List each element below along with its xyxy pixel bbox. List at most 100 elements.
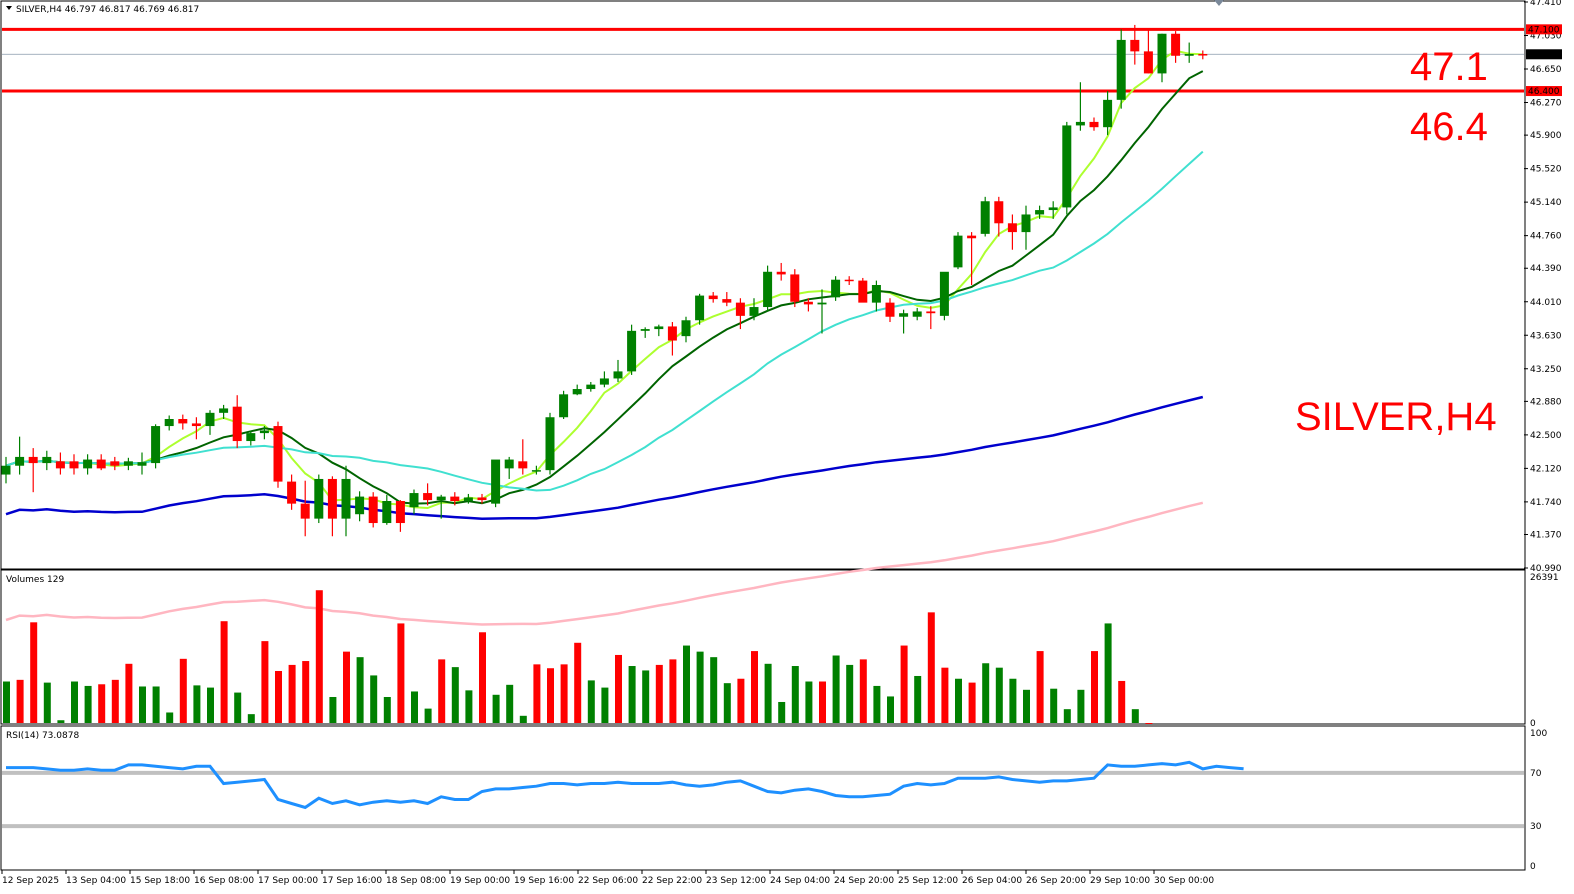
volume-bar[interactable] <box>914 675 922 723</box>
volume-bar[interactable] <box>1118 680 1126 723</box>
volume-bar[interactable] <box>887 696 894 723</box>
candle-body[interactable] <box>708 295 718 300</box>
candle-body[interactable] <box>980 201 990 234</box>
candle-body[interactable] <box>1007 223 1017 233</box>
volume-bar[interactable] <box>683 645 690 723</box>
candle-body[interactable] <box>355 496 365 515</box>
candle-body[interactable] <box>817 302 827 305</box>
candle-body[interactable] <box>763 271 773 308</box>
volume-bar[interactable] <box>696 651 704 723</box>
volume-bar[interactable] <box>519 715 527 723</box>
volume-bar[interactable] <box>1077 689 1085 723</box>
volume-bar[interactable] <box>370 675 378 723</box>
candle-body[interactable] <box>871 285 881 303</box>
volume-bar[interactable] <box>628 666 636 723</box>
candle-body[interactable] <box>341 478 351 519</box>
candle-body[interactable] <box>1184 54 1194 56</box>
volume-bar[interactable] <box>560 664 568 723</box>
candle-body[interactable] <box>205 412 215 427</box>
volume-bar[interactable] <box>1091 651 1098 723</box>
volume-bar[interactable] <box>43 682 51 723</box>
candle-body[interactable] <box>899 313 909 317</box>
volume-bar[interactable] <box>1145 723 1153 724</box>
candle-body[interactable] <box>994 201 1004 224</box>
candle-body[interactable] <box>531 470 541 472</box>
volume-bar[interactable] <box>152 686 160 723</box>
candle-body[interactable] <box>42 456 52 464</box>
candle-body[interactable] <box>110 461 120 466</box>
volume-bar[interactable] <box>982 663 990 723</box>
candle-body[interactable] <box>137 462 147 466</box>
candle-body[interactable] <box>423 493 433 501</box>
candle-body[interactable] <box>191 423 201 427</box>
volume-bar[interactable] <box>587 680 595 723</box>
volume-bar[interactable] <box>1023 689 1030 723</box>
volume-bar[interactable] <box>397 623 405 723</box>
volume-bar[interactable] <box>16 679 24 723</box>
volume-bar[interactable] <box>941 667 949 723</box>
scroll-marker-icon[interactable] <box>1214 0 1224 6</box>
candle-body[interactable] <box>409 493 419 508</box>
volume-bar[interactable] <box>315 590 323 723</box>
candle-body[interactable] <box>1075 121 1085 126</box>
candle-body[interactable] <box>314 478 324 519</box>
volume-bar[interactable] <box>601 687 609 723</box>
volume-bar[interactable] <box>533 664 541 723</box>
volume-bar[interactable] <box>751 651 758 723</box>
candle-body[interactable] <box>219 408 229 413</box>
candle-body[interactable] <box>151 426 161 464</box>
candle-body[interactable] <box>491 459 501 504</box>
candle-body[interactable] <box>395 500 405 524</box>
candle-body[interactable] <box>1143 51 1153 74</box>
candle-body[interactable] <box>1103 99 1113 128</box>
candle-body[interactable] <box>28 456 38 464</box>
candle-body[interactable] <box>463 497 473 501</box>
volume-bar[interactable] <box>492 694 500 723</box>
candle-body[interactable] <box>667 326 677 341</box>
candle-body[interactable] <box>545 417 555 471</box>
candle-body[interactable] <box>681 320 691 337</box>
candle-body[interactable] <box>259 430 269 434</box>
candle-body[interactable] <box>640 329 650 331</box>
volume-bar[interactable] <box>574 642 582 723</box>
candle-body[interactable] <box>599 378 609 385</box>
candle-body[interactable] <box>15 456 25 466</box>
candle-body[interactable] <box>926 311 936 314</box>
candle-body[interactable] <box>885 302 895 317</box>
volume-bar[interactable] <box>819 681 826 723</box>
candle-body[interactable] <box>776 271 786 275</box>
volume-bar[interactable] <box>1036 651 1044 723</box>
volume-bar[interactable] <box>207 687 214 723</box>
candle-body[interactable] <box>912 311 922 317</box>
candle-body[interactable] <box>1021 214 1031 233</box>
volume-bar[interactable] <box>166 712 174 723</box>
volume-bar[interactable] <box>506 684 514 723</box>
candle-body[interactable] <box>1048 207 1058 211</box>
volume-bar[interactable] <box>968 682 976 723</box>
candle-body[interactable] <box>287 481 297 504</box>
candle-body[interactable] <box>586 384 596 390</box>
candle-body[interactable] <box>1089 121 1099 128</box>
volume-bar[interactable] <box>642 670 650 723</box>
volume-bar[interactable] <box>57 720 65 723</box>
volume-bar[interactable] <box>424 708 432 723</box>
candle-body[interactable] <box>273 426 283 482</box>
candle-body[interactable] <box>1198 54 1208 56</box>
volume-bar[interactable] <box>179 658 187 723</box>
candle-body[interactable] <box>1035 210 1045 215</box>
candle-body[interactable] <box>572 389 582 395</box>
volume-bar[interactable] <box>3 681 10 723</box>
candle-body[interactable] <box>803 301 813 305</box>
volume-bar[interactable] <box>139 686 146 723</box>
volume-bar[interactable] <box>465 690 473 723</box>
candle-body[interactable] <box>504 459 514 469</box>
dropdown-arrow-icon[interactable] <box>6 6 12 10</box>
candle-body[interactable] <box>1062 125 1072 208</box>
volume-bar[interactable] <box>1009 678 1017 723</box>
volume-bar[interactable] <box>723 683 731 723</box>
volume-bar[interactable] <box>438 659 446 723</box>
candle-body[interactable] <box>790 274 800 302</box>
candle-body[interactable] <box>613 371 623 379</box>
candle-body[interactable] <box>96 459 106 469</box>
volume-bar[interactable] <box>71 681 78 723</box>
